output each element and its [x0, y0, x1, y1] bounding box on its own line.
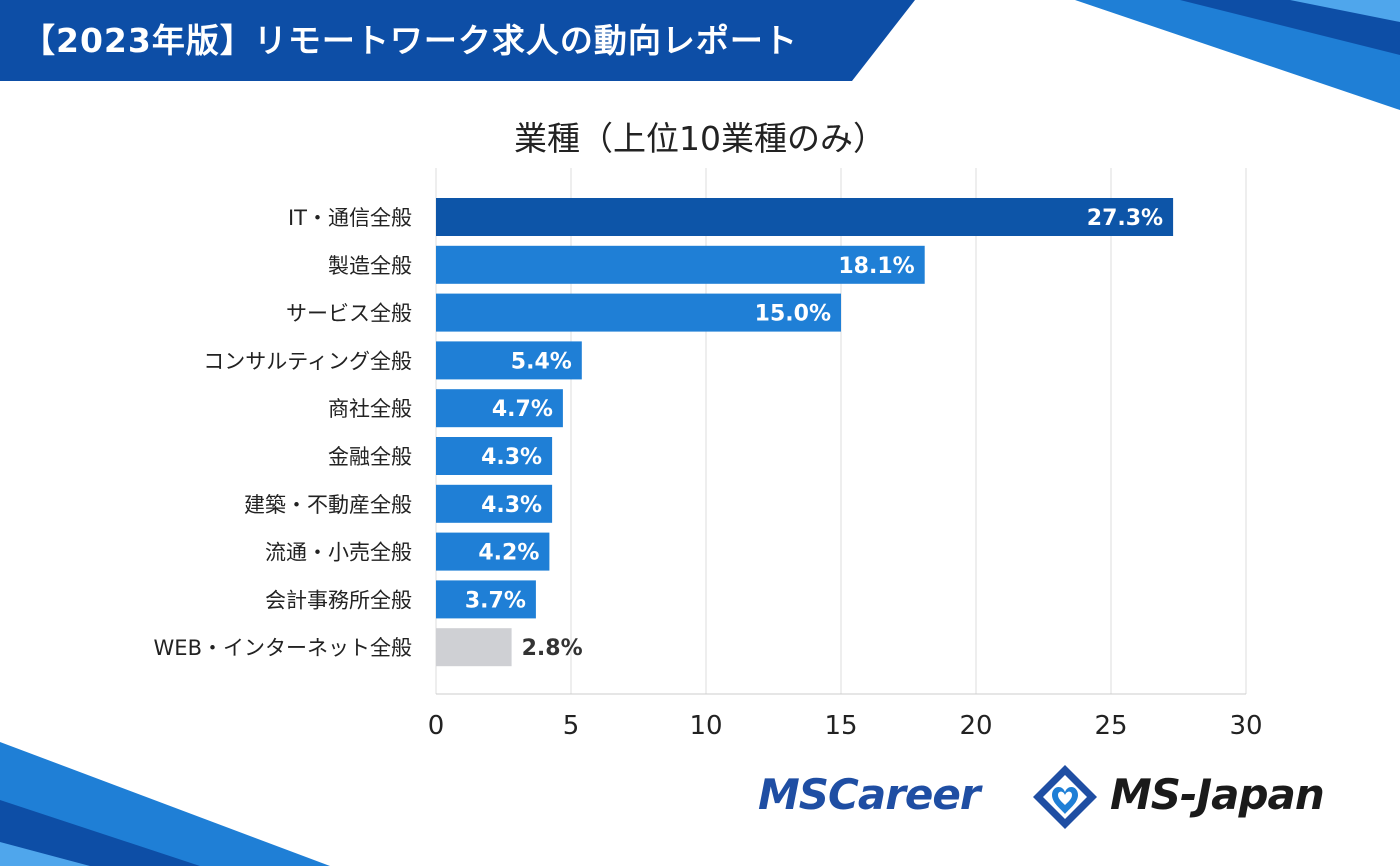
data-label: 18.1%: [838, 254, 914, 279]
category-label: 金融全般: [328, 445, 412, 469]
bar: [436, 341, 582, 380]
bar: [436, 198, 1174, 236]
category-label: 製造全般: [328, 254, 412, 278]
bar: [436, 532, 550, 571]
category-label: 会計事務所全般: [265, 588, 412, 612]
bar: [436, 293, 841, 332]
x-tick-label: 10: [689, 711, 722, 741]
bar: [436, 484, 553, 523]
data-label: 4.3%: [481, 445, 542, 470]
mscareer-logo: MSCareer: [758, 770, 981, 819]
bar: [436, 628, 512, 667]
category-label: コンサルティング全般: [203, 349, 412, 373]
data-label: 15.0%: [755, 302, 831, 327]
x-tick-label: 25: [1094, 711, 1127, 741]
x-tick-label: 5: [563, 711, 580, 741]
category-label: サービス全般: [286, 302, 412, 326]
ms-japan-logo: MS-Japan: [1110, 770, 1325, 819]
bar: [436, 437, 553, 475]
category-label: IT・通信全般: [288, 206, 412, 230]
x-tick-label: 20: [959, 711, 992, 741]
category-label: WEB・インターネット全般: [154, 636, 412, 660]
chart-title: 業種（上位10業種のみ）: [514, 119, 886, 158]
x-tick-label: 15: [824, 711, 857, 741]
data-label: 5.4%: [511, 349, 572, 374]
data-label: 27.3%: [1087, 206, 1163, 231]
data-label: 4.7%: [492, 397, 553, 422]
data-label: 3.7%: [465, 588, 526, 613]
data-label: 4.2%: [478, 541, 539, 566]
bar: [436, 389, 563, 428]
category-label: 建築・不動産全般: [244, 493, 412, 517]
bar: [436, 245, 925, 284]
report-title: 【2023年版】リモートワーク求人の動向レポート: [22, 21, 798, 60]
x-tick-label: 30: [1229, 711, 1262, 741]
data-label: 2.8%: [522, 636, 583, 661]
data-label: 4.3%: [481, 493, 542, 518]
x-tick-label: 0: [428, 711, 445, 741]
ms-japan-logo-icon: [1033, 765, 1097, 829]
category-label: 商社全般: [328, 397, 412, 421]
category-label: 流通・小売全般: [265, 541, 412, 565]
bar: [436, 580, 536, 619]
